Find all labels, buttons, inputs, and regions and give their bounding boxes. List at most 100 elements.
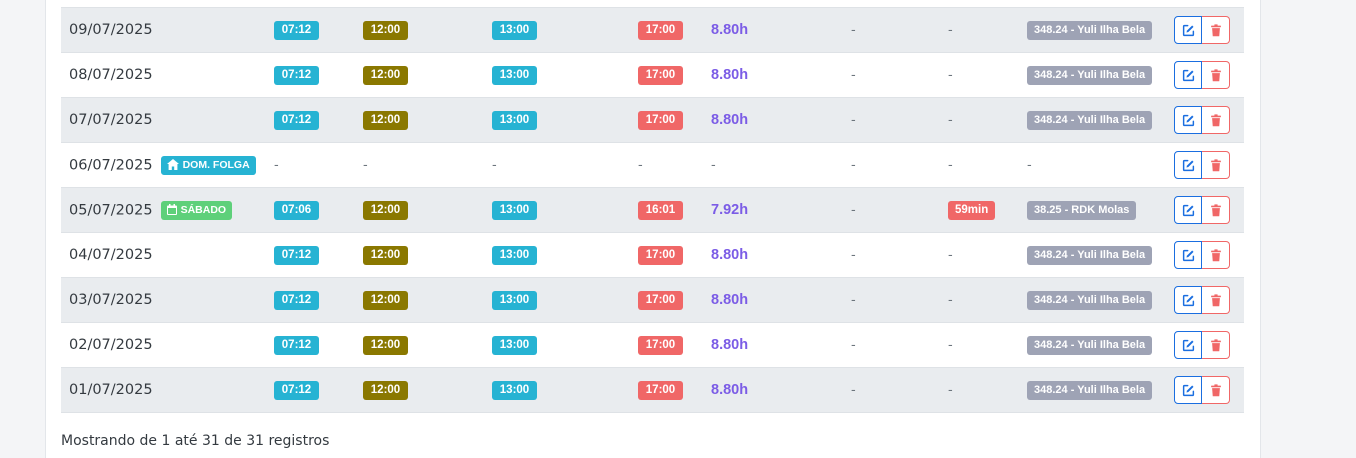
clock-in-badge: 07:12: [274, 380, 319, 400]
edit-button[interactable]: [1174, 16, 1202, 44]
lunch-in-badge: 13:00: [492, 335, 537, 355]
clock-in-badge: 07:12: [274, 335, 319, 355]
obra-badge: 348.24 - Yuli Ilha Bela: [1027, 380, 1153, 400]
row-date: 02/07/2025: [69, 337, 153, 353]
total-hours: 8.80h: [711, 247, 749, 263]
lunch-out-badge: 12:00: [363, 20, 408, 40]
delete-button[interactable]: [1202, 331, 1230, 359]
delete-button[interactable]: [1202, 241, 1230, 269]
edit-button[interactable]: [1174, 106, 1202, 134]
extra-value: -: [851, 248, 856, 263]
edit-icon: [1182, 339, 1195, 352]
row-date: 08/07/2025: [69, 67, 153, 83]
clock-out-badge: 17:00: [638, 245, 683, 265]
extra-value: -: [851, 113, 856, 128]
clock-in-badge: 07:12: [274, 290, 319, 310]
extra-value: -: [851, 203, 856, 218]
obra-badge: 348.24 - Yuli Ilha Bela: [1027, 245, 1153, 265]
day-type-label: SÁBADO: [180, 203, 227, 216]
edit-button[interactable]: [1174, 331, 1202, 359]
obra-badge: 348.24 - Yuli Ilha Bela: [1027, 20, 1153, 40]
edit-button[interactable]: [1174, 196, 1202, 224]
late-value: -: [948, 338, 953, 353]
lunch-in-badge: 13:00: [492, 380, 537, 400]
lunch-in-badge: 13:00: [492, 65, 537, 85]
obra-badge: 348.24 - Yuli Ilha Bela: [1027, 65, 1153, 85]
delete-button[interactable]: [1202, 106, 1230, 134]
edit-icon: [1182, 24, 1195, 37]
extra-value: -: [851, 158, 856, 173]
row-date: 06/07/2025: [69, 157, 153, 173]
clock-out-badge: -: [638, 158, 643, 173]
edit-icon: [1182, 249, 1195, 262]
trash-icon: [1210, 293, 1222, 307]
trash-icon: [1210, 383, 1222, 397]
edit-button[interactable]: [1174, 241, 1202, 269]
edit-icon: [1182, 204, 1195, 217]
delete-button[interactable]: [1202, 61, 1230, 89]
lunch-in-badge: 13:00: [492, 290, 537, 310]
row-actions: [1174, 61, 1230, 89]
edit-button[interactable]: [1174, 151, 1202, 179]
day-type-label: DOM. FOLGA: [182, 158, 250, 171]
table-row: 01/07/2025 07:12 12:00 13:00 17:00 8.80h - - 348…: [61, 367, 1244, 413]
delete-button[interactable]: [1202, 376, 1230, 404]
lunch-out-badge: 12:00: [363, 245, 408, 265]
row-date: 09/07/2025: [69, 22, 153, 38]
lunch-out-badge: 12:00: [363, 110, 408, 130]
edit-icon: [1182, 294, 1195, 307]
day-type-badge: DOM. FOLGA: [160, 155, 256, 175]
timesheet-table: 09/07/2025 07:12 12:00 13:00 17:00 8.80h - - 348…: [61, 7, 1244, 413]
delete-button[interactable]: [1202, 286, 1230, 314]
table-row: 07/07/2025 07:12 12:00 13:00 17:00 8.80h - - 348…: [61, 97, 1244, 143]
calendar-icon: [166, 203, 181, 216]
obra-badge: 348.24 - Yuli Ilha Bela: [1027, 110, 1153, 130]
table-row: 02/07/2025 07:12 12:00 13:00 17:00 8.80h - - 348…: [61, 322, 1244, 368]
total-hours: 8.80h: [711, 292, 749, 308]
table-row: 06/07/2025 DOM. FOLGA - - - - - - - -: [61, 142, 1244, 188]
clock-out-badge: 17:00: [638, 335, 683, 355]
edit-icon: [1182, 159, 1195, 172]
edit-button[interactable]: [1174, 61, 1202, 89]
trash-icon: [1210, 23, 1222, 37]
lunch-out-badge: 12:00: [363, 65, 408, 85]
row-date: 03/07/2025: [69, 292, 153, 308]
table-info: Mostrando de 1 até 31 de 31 registros: [61, 433, 330, 449]
table-row: 05/07/2025 SÁBADO 07:06 12:00 13:00 16:01 7.92…: [61, 187, 1244, 233]
extra-value: -: [851, 293, 856, 308]
total-hours: 8.80h: [711, 337, 749, 353]
obra-value: -: [1027, 158, 1032, 173]
clock-out-badge: 17:00: [638, 380, 683, 400]
delete-button[interactable]: [1202, 151, 1230, 179]
extra-value: -: [851, 338, 856, 353]
row-date: 04/07/2025: [69, 247, 153, 263]
delete-button[interactable]: [1202, 16, 1230, 44]
clock-out-badge: 17:00: [638, 110, 683, 130]
lunch-in-badge: 13:00: [492, 245, 537, 265]
trash-icon: [1210, 68, 1222, 82]
edit-icon: [1182, 69, 1195, 82]
clock-in-badge: 07:12: [274, 245, 319, 265]
late-value: -: [948, 113, 953, 128]
extra-value: -: [851, 383, 856, 398]
edit-button[interactable]: [1174, 286, 1202, 314]
delete-button[interactable]: [1202, 196, 1230, 224]
late-value: -: [948, 293, 953, 308]
lunch-in-badge: 13:00: [492, 110, 537, 130]
table-row: 04/07/2025 07:12 12:00 13:00 17:00 8.80h - - 348…: [61, 232, 1244, 278]
late-value: -: [948, 68, 953, 83]
day-type-badge: SÁBADO: [160, 200, 233, 220]
total-hours: 8.80h: [711, 382, 749, 398]
row-actions: [1174, 331, 1230, 359]
edit-button[interactable]: [1174, 376, 1202, 404]
extra-value: -: [851, 68, 856, 83]
table-row: 03/07/2025 07:12 12:00 13:00 17:00 8.80h - - 348…: [61, 277, 1244, 323]
late-badge: 59min: [948, 200, 996, 220]
clock-out-badge: 17:00: [638, 65, 683, 85]
clock-in-badge: 07:12: [274, 65, 319, 85]
lunch-out-badge: 12:00: [363, 380, 408, 400]
clock-in-badge: -: [274, 158, 279, 173]
lunch-in-badge: 13:00: [492, 200, 537, 220]
obra-badge: 38.25 - RDK Molas: [1027, 200, 1137, 220]
trash-icon: [1210, 203, 1222, 217]
